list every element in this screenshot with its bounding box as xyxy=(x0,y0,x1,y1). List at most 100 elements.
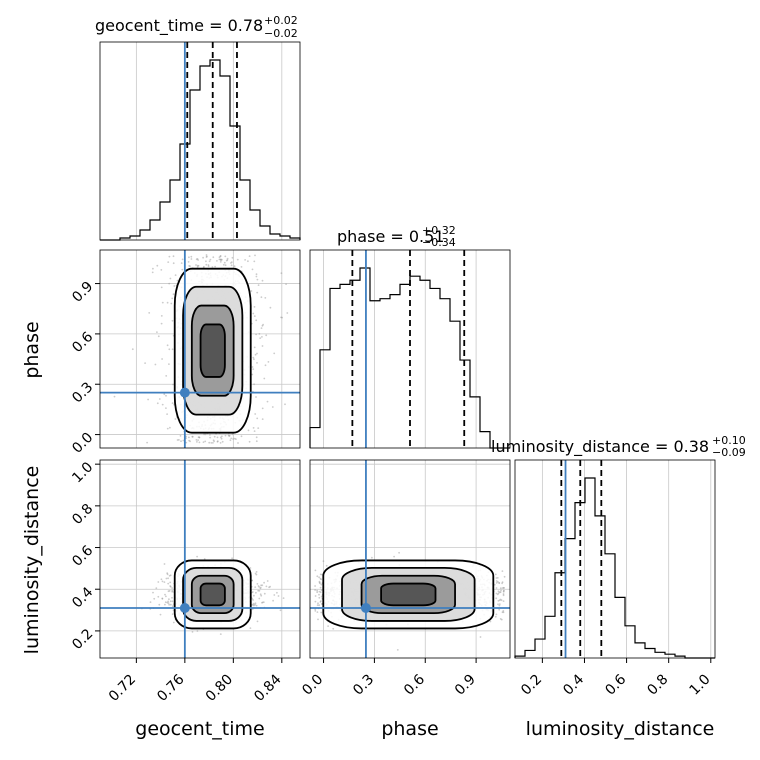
scatter-point xyxy=(257,585,260,587)
scatter-point xyxy=(208,260,211,263)
scatter-point xyxy=(501,570,504,572)
scatter-point xyxy=(168,598,170,601)
scatter-point xyxy=(251,597,254,600)
histogram-bar xyxy=(380,299,390,448)
scatter-point xyxy=(205,256,208,258)
scatter-point xyxy=(205,260,207,263)
scatter-point xyxy=(147,398,150,401)
scatter-point xyxy=(212,256,215,259)
histogram-bar xyxy=(400,284,410,448)
scatter-point xyxy=(498,603,501,605)
scatter-point xyxy=(222,263,225,266)
scatter-point xyxy=(320,583,323,586)
scatter-point xyxy=(314,595,317,597)
scatter-point xyxy=(493,583,496,586)
scatter-point xyxy=(256,620,259,623)
scatter-point xyxy=(265,585,268,588)
scatter-point xyxy=(503,587,505,589)
scatter-point xyxy=(316,589,318,592)
scatter-point xyxy=(181,268,184,271)
scatter-point xyxy=(497,581,499,583)
scatter-point xyxy=(237,442,239,444)
scatter-point xyxy=(228,434,231,437)
scatter-point xyxy=(316,611,319,613)
scatter-point xyxy=(261,584,264,587)
scatter-point xyxy=(498,604,501,607)
histogram-bar xyxy=(605,554,615,658)
scatter-point xyxy=(189,440,192,443)
scatter-point xyxy=(264,297,267,299)
title-luminosity-distance: luminosity_distance = 0.38 xyxy=(491,437,709,457)
scatter-point xyxy=(251,366,254,368)
scatter-point xyxy=(258,597,261,600)
scatter-point xyxy=(231,557,234,560)
scatter-point xyxy=(263,592,266,595)
title-geocent-time-sub: −0.02 xyxy=(264,27,298,40)
scatter-point xyxy=(204,433,207,436)
histogram-bar xyxy=(555,573,565,658)
scatter-point xyxy=(190,255,193,258)
scatter-point xyxy=(155,587,158,589)
histogram-bar xyxy=(410,276,420,448)
scatter-point xyxy=(501,587,504,589)
scatter-point xyxy=(252,604,255,607)
scatter-point xyxy=(279,609,282,612)
scatter-point xyxy=(255,319,258,322)
scatter-point xyxy=(254,586,257,588)
title-geocent-time-sup: +0.02 xyxy=(264,14,298,27)
scatter-point xyxy=(499,591,502,594)
scatter-point xyxy=(169,585,172,587)
histogram-bar xyxy=(320,350,330,448)
scatter-point xyxy=(236,258,239,261)
scatter-point xyxy=(252,368,255,370)
scatter-point xyxy=(152,267,154,270)
scatter-point xyxy=(244,259,247,261)
scatter-point xyxy=(209,433,211,436)
scatter-point xyxy=(260,327,263,329)
scatter-point xyxy=(494,573,497,576)
scatter-point xyxy=(168,363,170,365)
scatter-point xyxy=(252,356,255,359)
scatter-point xyxy=(161,301,164,304)
histogram-bar xyxy=(535,639,545,658)
histogram-bar xyxy=(655,652,665,658)
scatter-point xyxy=(495,587,498,589)
y-tick-label: 0.6 xyxy=(69,329,96,356)
x-tick-label: 0.2 xyxy=(518,672,545,699)
scatter-point xyxy=(224,255,227,258)
scatter-point xyxy=(501,581,504,584)
scatter-point xyxy=(316,604,319,606)
scatter-point xyxy=(252,312,255,315)
scatter-point xyxy=(197,439,200,441)
scatter-point xyxy=(316,575,319,578)
contour-level-3 xyxy=(199,323,226,378)
scatter-point xyxy=(496,577,499,579)
scatter-point xyxy=(254,602,257,605)
scatter-point xyxy=(149,601,152,603)
scatter-point xyxy=(171,613,174,615)
scatter-point xyxy=(195,439,198,441)
histogram-bar xyxy=(330,288,340,448)
scatter-point xyxy=(203,558,206,560)
scatter-point xyxy=(255,571,258,573)
scatter-point xyxy=(154,363,157,366)
x-tick-label: 0.8 xyxy=(644,672,671,699)
scatter-point xyxy=(255,396,257,398)
x-tick-label: 0.6 xyxy=(401,671,428,698)
scatter-point xyxy=(253,430,256,432)
scatter-point xyxy=(171,348,174,351)
histogram-bar xyxy=(595,516,605,658)
scatter-point xyxy=(495,582,498,584)
scatter-point xyxy=(502,610,505,612)
scatter-point xyxy=(249,627,252,629)
scatter-point xyxy=(497,592,500,595)
histogram-bar xyxy=(450,321,460,448)
scatter-point xyxy=(144,362,147,364)
scatter-point xyxy=(327,625,329,627)
scatter-point xyxy=(176,279,179,282)
scatter-point xyxy=(260,594,263,597)
scatter-point xyxy=(253,358,255,361)
scatter-point xyxy=(171,590,174,593)
scatter-point xyxy=(325,564,328,567)
x-axis-label-luminosity-distance: luminosity_distance xyxy=(526,718,715,740)
